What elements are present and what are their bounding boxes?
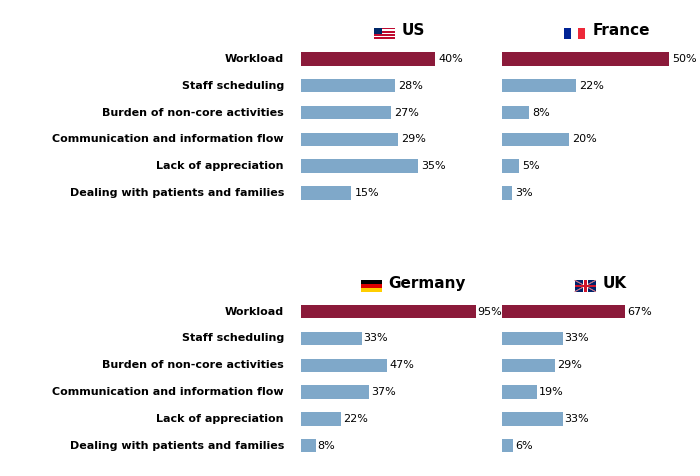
Text: 67%: 67% xyxy=(627,307,652,317)
Text: Burden of non-core activities: Burden of non-core activities xyxy=(102,108,284,118)
Bar xyxy=(502,332,563,345)
Text: 22%: 22% xyxy=(343,414,368,424)
Text: 35%: 35% xyxy=(421,161,446,171)
Bar xyxy=(301,439,316,452)
Bar xyxy=(301,52,435,66)
Text: 5%: 5% xyxy=(522,161,540,171)
Bar xyxy=(502,79,575,92)
Text: 50%: 50% xyxy=(673,54,697,64)
Bar xyxy=(502,439,513,452)
Bar xyxy=(502,133,569,146)
Text: 15%: 15% xyxy=(354,188,379,198)
Text: 47%: 47% xyxy=(389,360,414,370)
Bar xyxy=(502,358,555,372)
Text: 6%: 6% xyxy=(515,441,533,451)
Bar xyxy=(301,412,342,426)
Text: 19%: 19% xyxy=(539,387,564,397)
Text: Staff scheduling: Staff scheduling xyxy=(182,333,284,343)
Bar xyxy=(301,106,391,119)
Text: 37%: 37% xyxy=(371,387,395,397)
Bar xyxy=(301,305,476,318)
Text: UK: UK xyxy=(603,276,627,290)
Text: 29%: 29% xyxy=(557,360,582,370)
Text: Burden of non-core activities: Burden of non-core activities xyxy=(102,360,284,370)
Bar xyxy=(301,358,387,372)
Bar xyxy=(502,159,519,173)
Text: Communication and information flow: Communication and information flow xyxy=(52,134,284,144)
Text: 28%: 28% xyxy=(398,81,423,91)
Text: Workload: Workload xyxy=(225,54,284,64)
Text: 8%: 8% xyxy=(532,108,550,118)
Bar xyxy=(502,106,528,119)
Text: 95%: 95% xyxy=(477,307,503,317)
Text: 33%: 33% xyxy=(363,333,388,343)
Text: US: US xyxy=(402,23,425,38)
Bar xyxy=(502,186,512,199)
Text: Lack of appreciation: Lack of appreciation xyxy=(156,414,284,424)
Bar xyxy=(301,159,418,173)
Text: Dealing with patients and families: Dealing with patients and families xyxy=(69,441,284,451)
Bar xyxy=(502,52,669,66)
Bar xyxy=(301,79,395,92)
Text: France: France xyxy=(592,23,650,38)
Bar xyxy=(502,412,563,426)
Text: 22%: 22% xyxy=(579,81,604,91)
Bar xyxy=(301,332,362,345)
Text: Workload: Workload xyxy=(225,307,284,317)
Text: 33%: 33% xyxy=(564,333,589,343)
Text: 29%: 29% xyxy=(401,134,426,144)
Bar xyxy=(502,385,537,399)
Text: Lack of appreciation: Lack of appreciation xyxy=(156,161,284,171)
Text: 3%: 3% xyxy=(515,188,533,198)
Text: Communication and information flow: Communication and information flow xyxy=(52,387,284,397)
Text: 40%: 40% xyxy=(438,54,463,64)
Text: 33%: 33% xyxy=(564,414,589,424)
Bar xyxy=(301,133,398,146)
Text: 20%: 20% xyxy=(572,134,597,144)
Bar xyxy=(301,186,351,199)
Text: 27%: 27% xyxy=(395,108,419,118)
Text: Dealing with patients and families: Dealing with patients and families xyxy=(69,188,284,198)
Text: Germany: Germany xyxy=(389,276,466,290)
Bar xyxy=(301,385,369,399)
Bar xyxy=(502,305,625,318)
Text: Staff scheduling: Staff scheduling xyxy=(182,81,284,91)
Text: 8%: 8% xyxy=(318,441,335,451)
